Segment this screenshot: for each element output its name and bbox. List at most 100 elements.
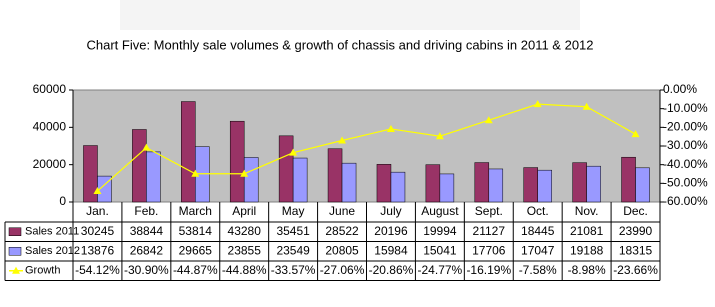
y2-tick-label: -10.00% xyxy=(663,101,708,115)
table-cell: 17047 xyxy=(521,243,555,257)
table-cell: -44.87% xyxy=(173,263,218,277)
table-cell: -30.90% xyxy=(124,263,169,277)
table-cell: 20805 xyxy=(325,243,359,257)
y2-tick-label: -20.00% xyxy=(663,120,708,134)
y2-tick-label: -60.00% xyxy=(663,194,708,208)
table-cell: -27.06% xyxy=(320,263,365,277)
x-tick-label: June xyxy=(329,204,355,218)
chart-title: Chart Five: Monthly sale volumes & growt… xyxy=(86,37,593,52)
table-cell: -20.86% xyxy=(369,263,414,277)
bar xyxy=(586,165,601,203)
table-cell: 19994 xyxy=(423,224,457,238)
table-cell: 43280 xyxy=(228,224,262,238)
table-cell: 23855 xyxy=(228,243,262,257)
bar xyxy=(327,148,343,203)
table-cell: -8.98% xyxy=(568,263,606,277)
bar xyxy=(523,167,538,203)
table-cell: 38844 xyxy=(130,224,164,238)
bar xyxy=(376,164,392,203)
legend-key xyxy=(8,227,22,236)
bar xyxy=(572,162,587,203)
plot-area xyxy=(72,89,661,203)
table-cell: 21127 xyxy=(473,224,506,238)
y2-tick-label: -30.00% xyxy=(663,138,708,152)
table-cell: 23549 xyxy=(276,243,310,257)
bar xyxy=(132,129,147,203)
x-tick-label: May xyxy=(282,204,305,218)
x-tick-label: August xyxy=(421,204,459,218)
y2-tick-label: -50.00% xyxy=(663,176,708,190)
table-cell: -33.57% xyxy=(271,263,316,277)
table-cell: -54.12% xyxy=(75,263,120,277)
table-cell: -24.77% xyxy=(418,263,463,277)
x-tick-label: March xyxy=(179,204,212,218)
x-tick-label: Feb. xyxy=(134,204,158,218)
table-cell: -7.58% xyxy=(519,263,557,277)
bar xyxy=(229,120,245,203)
table-cell: 30245 xyxy=(81,224,115,238)
growth-marker xyxy=(289,148,298,156)
table-cell: -16.19% xyxy=(466,263,511,277)
table-cell: 18445 xyxy=(521,224,555,238)
bar xyxy=(635,167,650,203)
x-tick-label: Oct. xyxy=(527,204,549,218)
growth-marker xyxy=(240,169,249,177)
table-cell: 20196 xyxy=(374,224,408,238)
legend-label: Sales 2011 xyxy=(25,226,79,238)
bar xyxy=(146,151,161,203)
table-cell: 53814 xyxy=(179,224,213,238)
table-cell: -23.66% xyxy=(613,263,658,277)
growth-marker xyxy=(191,169,200,177)
x-tick-label: April xyxy=(232,204,256,218)
growth-marker xyxy=(484,116,493,124)
growth-marker xyxy=(386,124,395,132)
table-cell: 18315 xyxy=(619,243,653,257)
y2-tick-label: -40.00% xyxy=(663,157,708,171)
growth-marker xyxy=(435,132,444,140)
y-tick-label: 60000 xyxy=(33,82,67,96)
table-cell: 17706 xyxy=(472,243,506,257)
bar xyxy=(278,135,294,203)
x-tick-label: Sept. xyxy=(475,204,503,218)
bar xyxy=(537,169,552,203)
y2-tick-label: 0.00% xyxy=(663,82,697,96)
growth-line xyxy=(97,103,636,192)
table-cell: 21081 xyxy=(570,224,604,238)
table-cell: -44.88% xyxy=(222,263,267,277)
growth-marker xyxy=(582,102,591,110)
legend-key xyxy=(8,247,22,256)
x-tick-label: Jan. xyxy=(86,204,109,218)
table-cell: 15041 xyxy=(423,243,457,257)
table-cell: 26842 xyxy=(130,243,164,257)
table-cell: 35451 xyxy=(276,224,310,238)
table-cell: 28522 xyxy=(325,224,359,238)
bar xyxy=(292,157,308,203)
y-tick-label: 40000 xyxy=(33,120,67,134)
table-cell: 13876 xyxy=(81,243,115,257)
y-tick-label: 0 xyxy=(59,194,66,208)
table-cell: 29665 xyxy=(179,243,213,257)
y-tick-label: 20000 xyxy=(33,157,67,171)
legend-key-marker xyxy=(12,266,20,274)
x-tick-label: Dec. xyxy=(623,204,648,218)
bar xyxy=(474,162,490,203)
table-cell: 19188 xyxy=(570,243,604,257)
bar xyxy=(425,164,441,203)
legend-label: Sales 2012 xyxy=(25,245,80,257)
legend-label: Growth xyxy=(25,265,60,277)
bar xyxy=(488,168,504,203)
bar xyxy=(341,162,357,203)
bar xyxy=(390,171,406,203)
title-backdrop xyxy=(120,0,580,30)
bar xyxy=(621,156,636,203)
x-tick-label: Nov. xyxy=(575,204,599,218)
bar xyxy=(83,145,98,203)
bar xyxy=(243,157,259,203)
growth-marker xyxy=(142,143,151,151)
growth-marker xyxy=(631,130,640,138)
bar xyxy=(439,173,455,203)
table-cell: 23990 xyxy=(619,224,653,238)
table-cell: 15984 xyxy=(374,243,408,257)
bar xyxy=(181,101,196,203)
